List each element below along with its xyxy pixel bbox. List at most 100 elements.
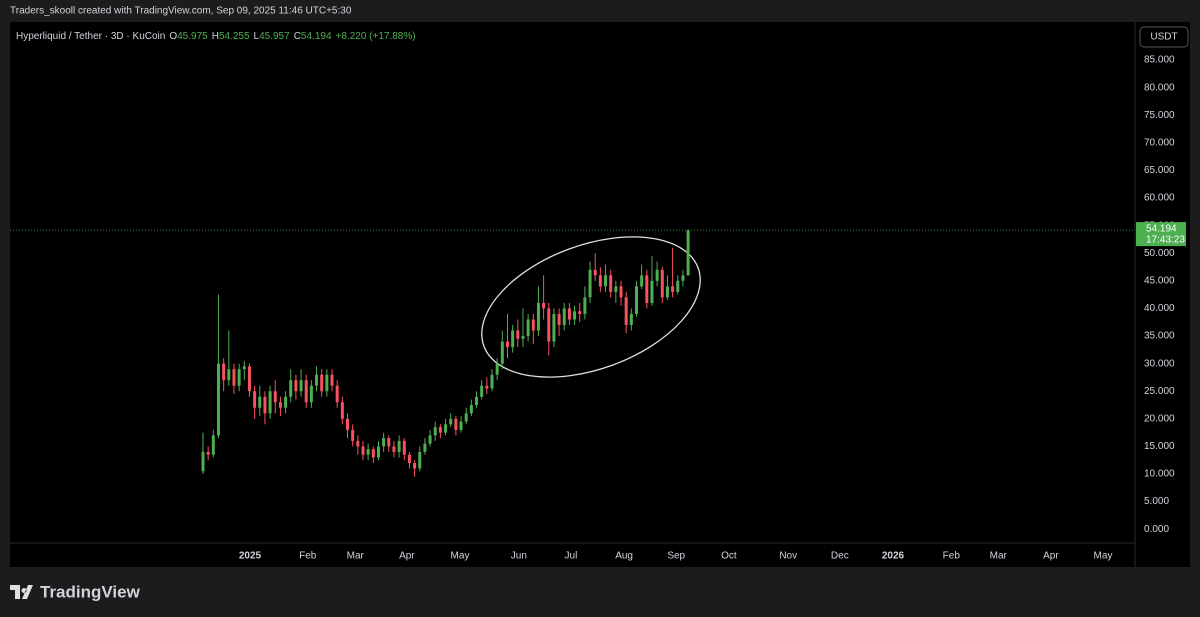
logo: TradingView 0.000 5.000 10.000 15.000 20.000… [10,55,1175,601]
candle-body [211,435,215,455]
candle-body [511,330,515,348]
candle-body [505,341,509,348]
candle-body [392,446,396,452]
candle-body [573,311,577,320]
y-tick-label: 75.000 [1144,110,1175,121]
candle-body [315,374,319,386]
y-tick-label: 20.000 [1144,413,1175,424]
x-tick-label: Feb [943,551,961,562]
candle-body [449,418,453,425]
candle-body [645,275,649,303]
y-tick-label: 35.000 [1144,331,1175,342]
candle-body [593,269,597,276]
change: +8.220 (+17.88%) [336,31,416,42]
candle-body [397,440,401,452]
candle-body [604,275,608,287]
ohlc-label: H [212,31,219,42]
candle-body [629,313,633,325]
candle-body [340,402,344,419]
candle-body [366,449,370,455]
candle-body [521,336,525,339]
x-tick-label: Mar [347,551,365,562]
ohlc-value: 45.975 [177,31,208,42]
brand: TradingView [40,582,141,601]
candle-body [371,449,375,458]
x-tick-label: Aug [615,551,633,562]
candle-body [413,462,417,469]
candle-body [588,269,592,298]
currency-button[interactable] [1139,26,1189,48]
candle-body [289,380,293,397]
y-tick-label: 50.000 [1144,248,1175,259]
ohlc-value: 54.194 [301,31,332,42]
x-tick-label: Dec [831,551,849,562]
x-tick-label: Apr [1043,551,1059,562]
candle-body [309,385,313,403]
candle-body [619,286,623,298]
candle-body [423,443,427,452]
candle-body [428,435,432,444]
candle-body [475,396,479,406]
ohlc-value: 45.957 [259,31,290,42]
candle-body [278,402,282,408]
candle-body [402,440,406,455]
candle-body [583,297,587,314]
ellipse-annotation [481,236,701,378]
candle-body [614,286,618,292]
x-tick-label: Feb [299,551,317,562]
candle-body [676,280,680,292]
candle-body [547,308,551,342]
candle-body [660,269,664,298]
candle-body [686,230,690,276]
ohlc-label: O [169,31,177,42]
ohlc-label: L [254,31,260,42]
candle-body [273,391,277,403]
x-tick-label: Mar [990,551,1008,562]
x-tick-label: May [451,551,470,562]
candle-body [304,380,308,403]
candle-body [454,418,458,430]
candle-body [542,302,546,309]
candle-body [299,380,303,392]
candle-body [216,363,220,436]
candle-body [356,440,360,447]
candle-body [294,380,298,392]
candle-body [268,391,272,414]
y-tick-label: 70.000 [1144,138,1175,149]
x-tick-label: Oct [721,551,737,562]
candle-body [562,308,566,325]
candle-body [567,308,571,320]
candle-body [490,374,494,389]
candle-body [531,319,535,331]
candle-body [681,275,685,281]
candle-body [242,366,246,370]
candle-body [598,275,602,287]
candle-body [609,275,613,292]
y-tick-label: 85.000 [1144,55,1175,66]
candle-body [227,369,231,381]
header: Traders_skooll created with TradingView.… [10,6,352,17]
candle-body [655,269,659,281]
candle-body [464,413,468,422]
candle-body [557,313,561,325]
countdown-label: 17:43:23 [1146,235,1185,246]
candle-body [320,374,324,392]
candle-body [253,391,257,408]
y-tick-label: 25.000 [1144,386,1175,397]
x-tick-label: Apr [399,551,415,562]
logo-icon [10,585,33,599]
legend: Hyperliquid / Tether · 3D · KuCoin O45.97… [16,31,416,42]
candle-body [361,446,365,455]
x-tick-label: Sep [667,551,685,562]
y-tick-label: 30.000 [1144,358,1175,369]
x-tick-label: May [1094,551,1113,562]
y-tick-label: 15.000 [1144,441,1175,452]
y-tick-label: 0.000 [1144,524,1169,535]
candle-body [485,385,489,389]
candle-body [351,429,355,441]
candle-body [258,396,262,408]
candle-body [634,286,638,314]
ohlc-value: 54.255 [219,31,250,42]
candle-body [237,369,241,386]
chart-area [10,22,1190,567]
